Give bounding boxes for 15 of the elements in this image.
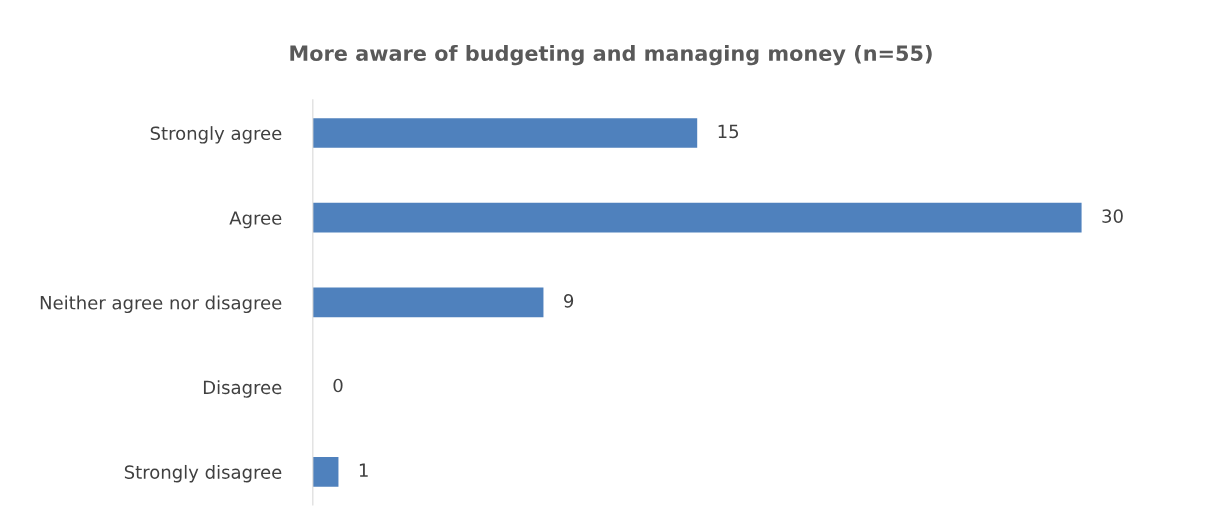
bar xyxy=(312,202,1082,233)
data-label: 1 xyxy=(359,463,368,477)
data-label: 0 xyxy=(333,378,343,393)
data-label: 15 xyxy=(718,124,739,139)
y-tick-label: Neither agree nor disagree xyxy=(40,295,282,314)
bar xyxy=(312,287,544,318)
data-label: 9 xyxy=(564,293,574,308)
y-tick-label: Strongly disagree xyxy=(124,464,282,483)
y-tick-label: Agree xyxy=(229,211,282,229)
bar xyxy=(312,456,339,487)
chart-title: More aware of budgeting and managing money (n=55) xyxy=(290,44,932,66)
bar xyxy=(312,118,698,148)
data-label: 30 xyxy=(1102,209,1123,223)
y-tick-label: Strongly agree xyxy=(150,126,282,144)
y-tick-label: Disagree xyxy=(203,380,282,398)
